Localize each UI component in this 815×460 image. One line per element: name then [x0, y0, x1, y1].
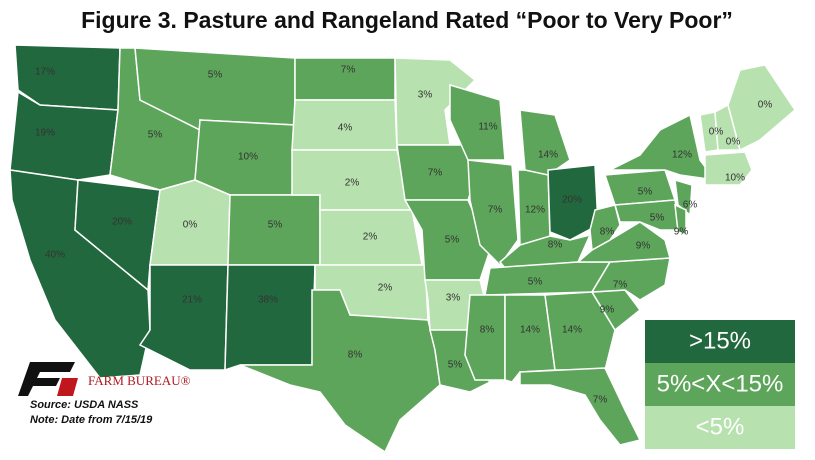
region-label: 5%	[268, 220, 283, 231]
logo: FARM BUREAU®	[18, 362, 191, 396]
region-label: 5%	[445, 235, 460, 246]
region	[449, 83, 506, 161]
region-label: 20%	[562, 195, 582, 206]
region	[674, 203, 687, 237]
region-label: 9%	[636, 241, 651, 252]
region-label: 14%	[562, 325, 582, 336]
region-label: 5%	[148, 130, 163, 141]
region	[704, 151, 753, 186]
title: Figure 3. Pasture and Rangeland Rated “P…	[81, 7, 733, 33]
region	[544, 291, 616, 371]
region-label: 7%	[428, 168, 443, 179]
region-label: 5%	[650, 213, 665, 224]
region-label: 7%	[593, 395, 608, 406]
region-label: 7%	[613, 280, 628, 291]
region-label: 5%	[638, 187, 653, 198]
region-label: 8%	[348, 350, 363, 361]
logo-text: FARM BUREAU®	[88, 373, 191, 388]
region-label: 3%	[446, 293, 461, 304]
region-label: 2%	[345, 178, 360, 189]
legend-label: <5%	[696, 413, 745, 440]
region	[138, 264, 229, 371]
region-label: 12%	[525, 205, 545, 216]
legend-label: 5%<X<15%	[657, 370, 784, 397]
region	[484, 261, 612, 296]
region	[239, 289, 441, 454]
region-label: 5%	[208, 70, 223, 81]
region-label: 20%	[112, 217, 132, 228]
region	[674, 178, 693, 217]
region	[547, 164, 599, 241]
legend-swatch	[645, 363, 795, 406]
region-label: 12%	[672, 150, 692, 161]
note: Note: Date from 7/15/19	[30, 414, 153, 426]
region-label: 2%	[378, 283, 393, 294]
region-label: 4%	[338, 123, 353, 134]
region-label: 8%	[480, 325, 495, 336]
region-label: 8%	[600, 227, 615, 238]
legend-swatch	[645, 406, 795, 449]
region-label: 0%	[183, 220, 198, 231]
region-label: 14%	[538, 150, 558, 161]
region-label: 8%	[548, 240, 563, 251]
region	[467, 159, 519, 267]
region-label: 5%	[448, 360, 463, 371]
legend-label: >15%	[689, 327, 751, 354]
region	[727, 64, 796, 152]
legend-swatch	[645, 320, 795, 363]
region-label: 9%	[600, 305, 615, 316]
logo-mark-red	[57, 378, 78, 396]
region-label: 10%	[238, 152, 258, 163]
region-label: 19%	[35, 128, 55, 139]
legend: >15% 5%<X<15% <5%	[645, 320, 795, 449]
logo-mark	[18, 362, 75, 396]
region-label: 40%	[45, 250, 65, 261]
region-label: 10%	[725, 173, 745, 184]
region-label: 38%	[258, 295, 278, 306]
region-label: 0%	[758, 100, 773, 111]
region	[519, 367, 642, 446]
source: Source: USDA NASS	[30, 399, 139, 411]
region-label: 6%	[683, 200, 698, 211]
region-label: 7%	[488, 205, 503, 216]
region-label: 2%	[363, 232, 378, 243]
region	[464, 294, 506, 381]
region	[519, 109, 571, 176]
region	[74, 179, 161, 292]
region	[614, 199, 681, 231]
region-label: 11%	[478, 122, 497, 133]
region-label: 17%	[35, 67, 55, 78]
region-label: 0%	[709, 127, 724, 138]
region-label: 14%	[520, 325, 540, 336]
region	[609, 113, 717, 181]
map: 17% 19% 40% 20% 5% 5% 10% 0% 5% 21% 38% 7% 4% 2% 2% 2% 8…	[9, 44, 796, 454]
region	[224, 264, 316, 372]
region-label: 7%	[341, 65, 356, 76]
region-label: 21%	[182, 295, 202, 306]
region-label: 3%	[418, 90, 433, 101]
region-label: 9%	[674, 227, 689, 238]
region-label: 5%	[528, 277, 543, 288]
region-label: 0%	[726, 137, 741, 148]
